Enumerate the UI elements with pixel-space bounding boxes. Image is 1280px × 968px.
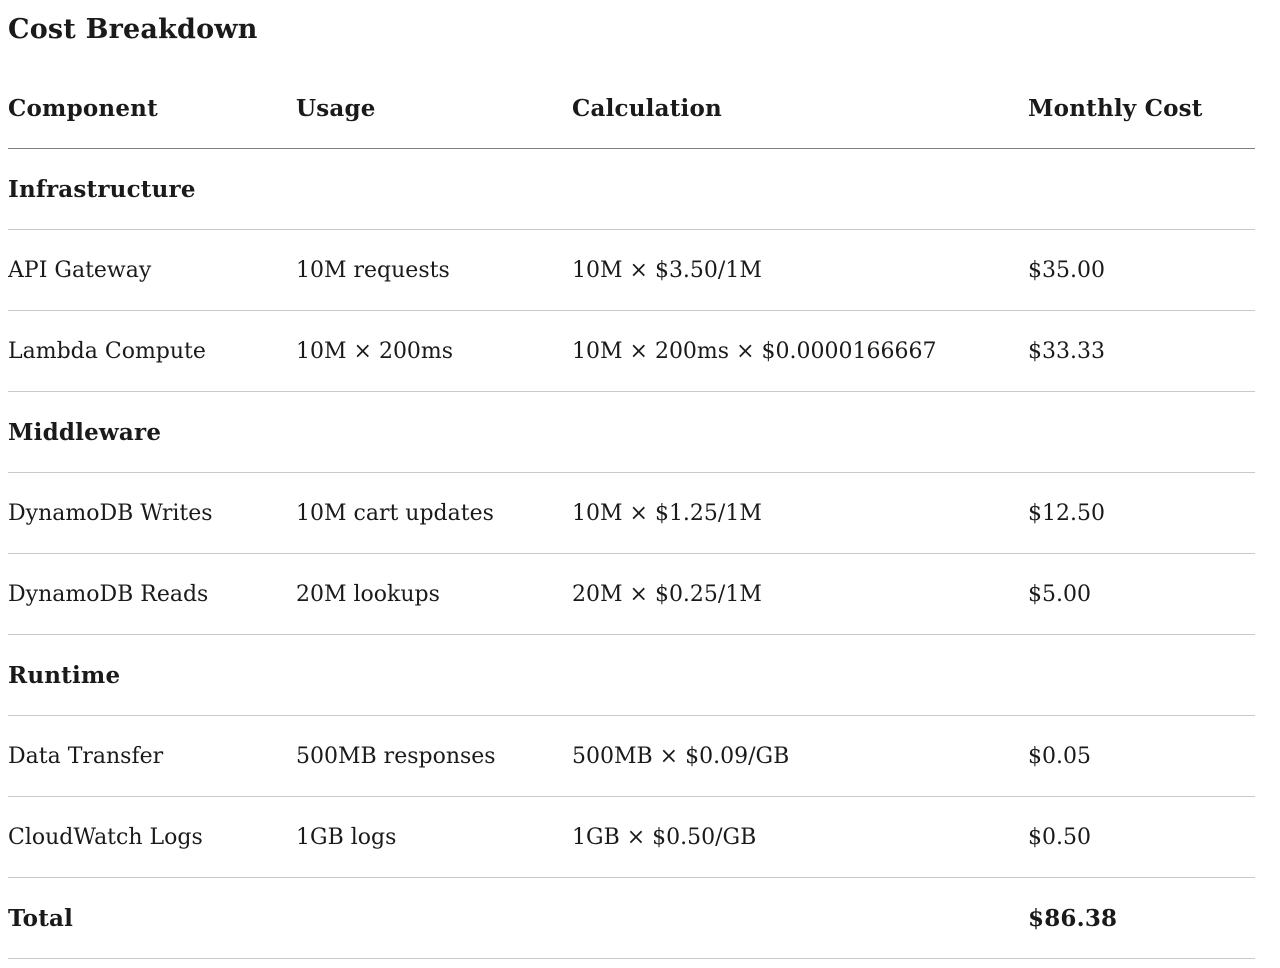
cell-calculation: 1GB × $0.50/GB — [572, 824, 757, 850]
section-label: Infrastructure — [8, 175, 196, 203]
row-lambda-compute: Lambda Compute 10M × 200ms 10M × 200ms ×… — [8, 311, 1255, 393]
section-row-infrastructure: Infrastructure — [8, 149, 1255, 231]
cell-calculation: 10M × 200ms × $0.0000166667 — [572, 338, 937, 364]
cell-monthly-cost: $35.00 — [1028, 257, 1105, 283]
header-cell-monthly-cost: Monthly Cost — [1028, 94, 1203, 122]
cell-calculation: 20M × $0.25/1M — [572, 581, 762, 607]
row-total: Total $86.38 — [8, 878, 1255, 960]
cell-component: API Gateway — [8, 257, 152, 283]
cell-component: Lambda Compute — [8, 338, 206, 364]
section-row-runtime: Runtime — [8, 635, 1255, 717]
row-cloudwatch-logs: CloudWatch Logs 1GB logs 1GB × $0.50/GB … — [8, 797, 1255, 879]
cell-usage: 10M × 200ms — [296, 338, 454, 364]
page-title: Cost Breakdown — [8, 14, 258, 45]
header-cell-usage: Usage — [296, 94, 376, 122]
cell-calculation: 10M × $3.50/1M — [572, 257, 762, 283]
cost-breakdown-table: Component Usage Calculation Monthly Cost… — [8, 68, 1255, 960]
header-cell-component: Component — [8, 94, 158, 122]
row-data-transfer: Data Transfer 500MB responses 500MB × $0… — [8, 716, 1255, 798]
cell-usage: 10M cart updates — [296, 500, 494, 526]
cell-calculation: 500MB × $0.09/GB — [572, 743, 790, 769]
total-label: Total — [8, 904, 74, 932]
cell-calculation: 10M × $1.25/1M — [572, 500, 762, 526]
cell-component: DynamoDB Reads — [8, 581, 209, 607]
section-label: Runtime — [8, 661, 121, 689]
row-dynamodb-reads: DynamoDB Reads 20M lookups 20M × $0.25/1… — [8, 554, 1255, 636]
row-dynamodb-writes: DynamoDB Writes 10M cart updates 10M × $… — [8, 473, 1255, 555]
cell-component: CloudWatch Logs — [8, 824, 203, 850]
row-api-gateway: API Gateway 10M requests 10M × $3.50/1M … — [8, 230, 1255, 312]
cell-monthly-cost: $5.00 — [1028, 581, 1091, 607]
cell-monthly-cost: $0.50 — [1028, 824, 1091, 850]
cell-usage: 20M lookups — [296, 581, 440, 607]
total-monthly-cost: $86.38 — [1028, 904, 1118, 932]
table-header-row: Component Usage Calculation Monthly Cost — [8, 68, 1255, 150]
section-label: Middleware — [8, 418, 162, 446]
cell-usage: 10M requests — [296, 257, 450, 283]
cell-monthly-cost: $0.05 — [1028, 743, 1091, 769]
cell-component: Data Transfer — [8, 743, 164, 769]
cell-usage: 1GB logs — [296, 824, 397, 850]
section-row-middleware: Middleware — [8, 392, 1255, 474]
cell-monthly-cost: $33.33 — [1028, 338, 1105, 364]
cell-monthly-cost: $12.50 — [1028, 500, 1105, 526]
cell-usage: 500MB responses — [296, 743, 496, 769]
header-cell-calculation: Calculation — [572, 94, 722, 122]
cell-component: DynamoDB Writes — [8, 500, 213, 526]
